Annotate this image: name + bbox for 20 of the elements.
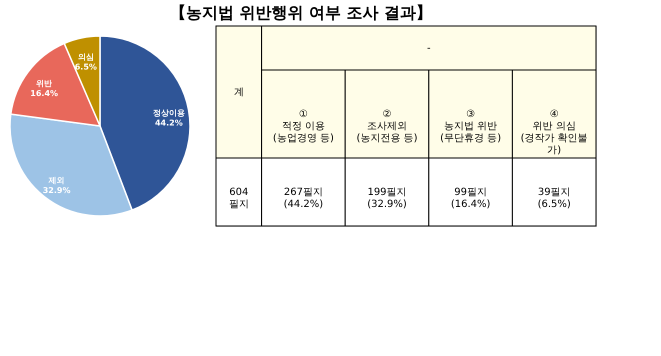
text: ④ 위반 의심 (경작가 확인불 가)	[520, 109, 588, 156]
text: 604 필지	[228, 187, 249, 210]
text: 계	[234, 87, 244, 98]
data-label: 44.2%	[154, 118, 183, 128]
text: 99필지 (16.4%)	[450, 187, 490, 210]
text: -	[426, 43, 431, 54]
slice-label: 위반	[36, 78, 52, 88]
text: 267필지 (44.2%)	[284, 187, 324, 210]
text: ③ 농지법 위반 (무단휴경 등)	[440, 109, 502, 144]
text: ② 조사제외 (농지전용 등)	[356, 109, 418, 144]
slice-label: 제외	[48, 176, 65, 185]
text: 39필지 (6.5%)	[538, 187, 571, 210]
data-label: 6.5%	[74, 62, 97, 72]
text: 199필지 (32.9%)	[367, 187, 407, 210]
slice-label: 정상이용	[152, 108, 185, 118]
data-label: 16.4%	[30, 88, 58, 98]
text: 【농지법 위반행위 여부 조사 결과】	[170, 3, 432, 22]
text: ① 적정 이용 (농업경영 등)	[272, 109, 334, 144]
data-label: 32.9%	[42, 186, 70, 195]
slice-label: 의심	[78, 52, 94, 62]
